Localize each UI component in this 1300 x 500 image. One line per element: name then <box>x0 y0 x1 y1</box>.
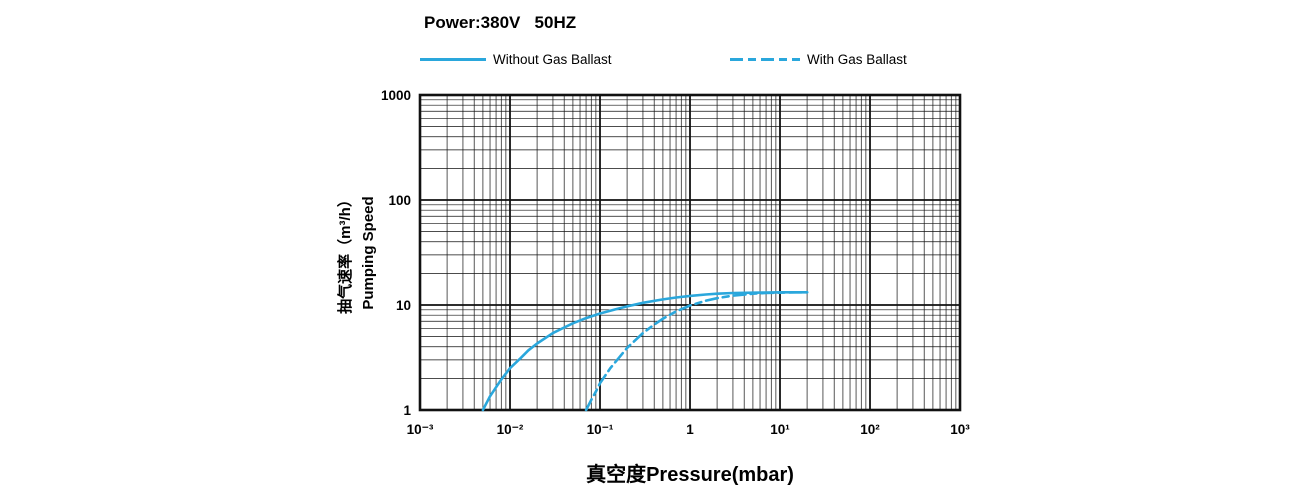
y-axis-label: 抽气速率（m³/h） Pumping Speed <box>334 143 380 363</box>
y-axis-label-en: Pumping Speed <box>360 196 377 310</box>
dashed-line-sample-icon <box>730 57 800 61</box>
x-tick-label: 10⁻¹ <box>587 422 614 437</box>
pumping-speed-log-log-plot: 10⁻³ 10⁻² 10⁻¹ 1 10¹ 10² 10³ 1 10 100 1000 <box>381 88 970 437</box>
legend-item-without-gas-ballast: Without Gas Ballast <box>420 50 612 68</box>
y-tick-label: 1000 <box>381 88 411 103</box>
legend-label-without-gas-ballast: Without Gas Ballast <box>493 51 612 67</box>
x-tick-label: 10¹ <box>770 422 790 437</box>
y-axis-label-cn: 抽气速率（m³/h） <box>337 192 354 314</box>
y-tick-label: 100 <box>388 193 411 208</box>
legend-item-with-gas-ballast: With Gas Ballast <box>730 50 907 68</box>
x-tick-label: 10² <box>860 422 880 437</box>
x-tick-label: 10³ <box>950 422 970 437</box>
plot-border <box>418 93 962 412</box>
y-tick-label: 1 <box>403 403 411 418</box>
series-dashed-curve <box>584 291 809 412</box>
x-axis-label: 真空度Pressure(mbar) <box>586 464 794 486</box>
legend-label-with-gas-ballast: With Gas Ballast <box>807 51 907 67</box>
x-tick-label: 1 <box>686 422 694 437</box>
y-tick-label: 10 <box>396 298 411 313</box>
solid-line-sample-icon <box>420 57 486 61</box>
series-solid-curve <box>481 291 809 412</box>
x-tick-label: 10⁻² <box>497 422 524 437</box>
x-tick-label: 10⁻³ <box>407 422 434 437</box>
chart-title: Power:380V 50HZ <box>424 13 577 32</box>
